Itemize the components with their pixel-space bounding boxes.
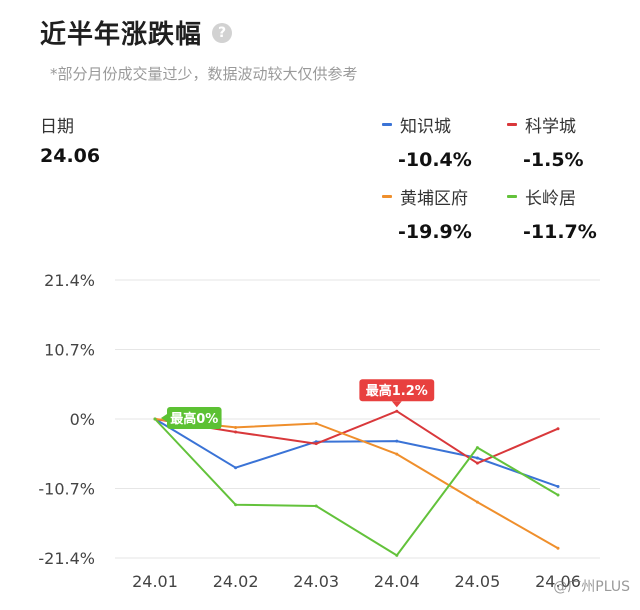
y-tick-label: 21.4% — [44, 271, 95, 290]
x-tick-label: 24.06 — [535, 572, 581, 591]
annotation-label: 最高1.2% — [366, 383, 428, 399]
x-tick-label: 24.01 — [132, 572, 178, 591]
legend-value: -11.7% — [523, 221, 597, 243]
data-point — [314, 442, 318, 446]
annotation-label: 最高0% — [170, 411, 218, 427]
data-point — [314, 504, 318, 508]
data-point — [475, 500, 479, 504]
data-point — [153, 417, 157, 421]
legend-label: 知识城 — [400, 117, 451, 137]
y-tick-label: -21.4% — [38, 549, 95, 568]
data-point — [395, 409, 399, 413]
legend-swatch — [507, 195, 517, 198]
data-point — [395, 439, 399, 443]
y-tick-label: 0% — [70, 410, 95, 429]
legend-item-huangpuqufu[interactable]: 黄埔区府 -19.9% — [382, 184, 472, 243]
y-tick-label: -10.7% — [38, 480, 95, 499]
data-point — [395, 553, 399, 557]
legend-item-zhishicheng[interactable]: 知识城 -10.4% — [382, 112, 472, 171]
legend-label: 黄埔区府 — [400, 189, 468, 209]
legend-item-changlingju[interactable]: 长岭居 -11.7% — [507, 184, 597, 243]
series-line — [154, 418, 559, 550]
data-point — [314, 422, 318, 426]
subtitle: *部分月份成交量过少，数据波动较大仅供参考 — [50, 65, 358, 83]
data-point — [395, 452, 399, 456]
data-point — [475, 446, 479, 450]
data-point — [234, 430, 238, 434]
series-line — [154, 418, 559, 557]
data-point — [475, 456, 479, 460]
legend-value: -10.4% — [398, 149, 472, 171]
x-tick-label: 24.04 — [374, 572, 420, 591]
legend-swatch — [382, 195, 392, 198]
legend-label: 长岭居 — [525, 189, 576, 209]
annotation-pointer — [161, 414, 167, 422]
data-point — [475, 461, 479, 465]
data-point — [234, 466, 238, 470]
x-tick-label: 24.03 — [293, 572, 339, 591]
data-point — [556, 546, 560, 550]
legend-swatch — [507, 123, 517, 126]
x-tick-label: 24.05 — [454, 572, 500, 591]
legend-label: 科学城 — [525, 117, 576, 137]
date-label: 日期 — [40, 117, 74, 137]
series-line — [154, 418, 559, 488]
annotation-badge — [167, 407, 222, 429]
legend-value: -1.5% — [523, 149, 584, 171]
page-title: 近半年涨跌幅 — [40, 20, 203, 50]
help-icon[interactable]: ? — [212, 22, 233, 43]
annotation-badge — [359, 379, 435, 402]
annotation-pointer — [391, 401, 402, 408]
x-tick-label: 24.02 — [213, 572, 259, 591]
y-tick-label: 10.7% — [44, 341, 95, 360]
legend-item-kexuecheng[interactable]: 科学城 -1.5% — [507, 112, 584, 171]
watermark: @广州PLUS — [553, 579, 630, 595]
legend-value: -19.9% — [398, 221, 472, 243]
data-point — [556, 485, 560, 489]
legend-swatch — [382, 123, 392, 126]
data-point — [234, 425, 238, 429]
data-point — [556, 493, 560, 497]
series-line — [154, 410, 559, 465]
date-value: 24.06 — [40, 145, 101, 167]
data-point — [556, 427, 560, 431]
data-point — [234, 503, 238, 507]
